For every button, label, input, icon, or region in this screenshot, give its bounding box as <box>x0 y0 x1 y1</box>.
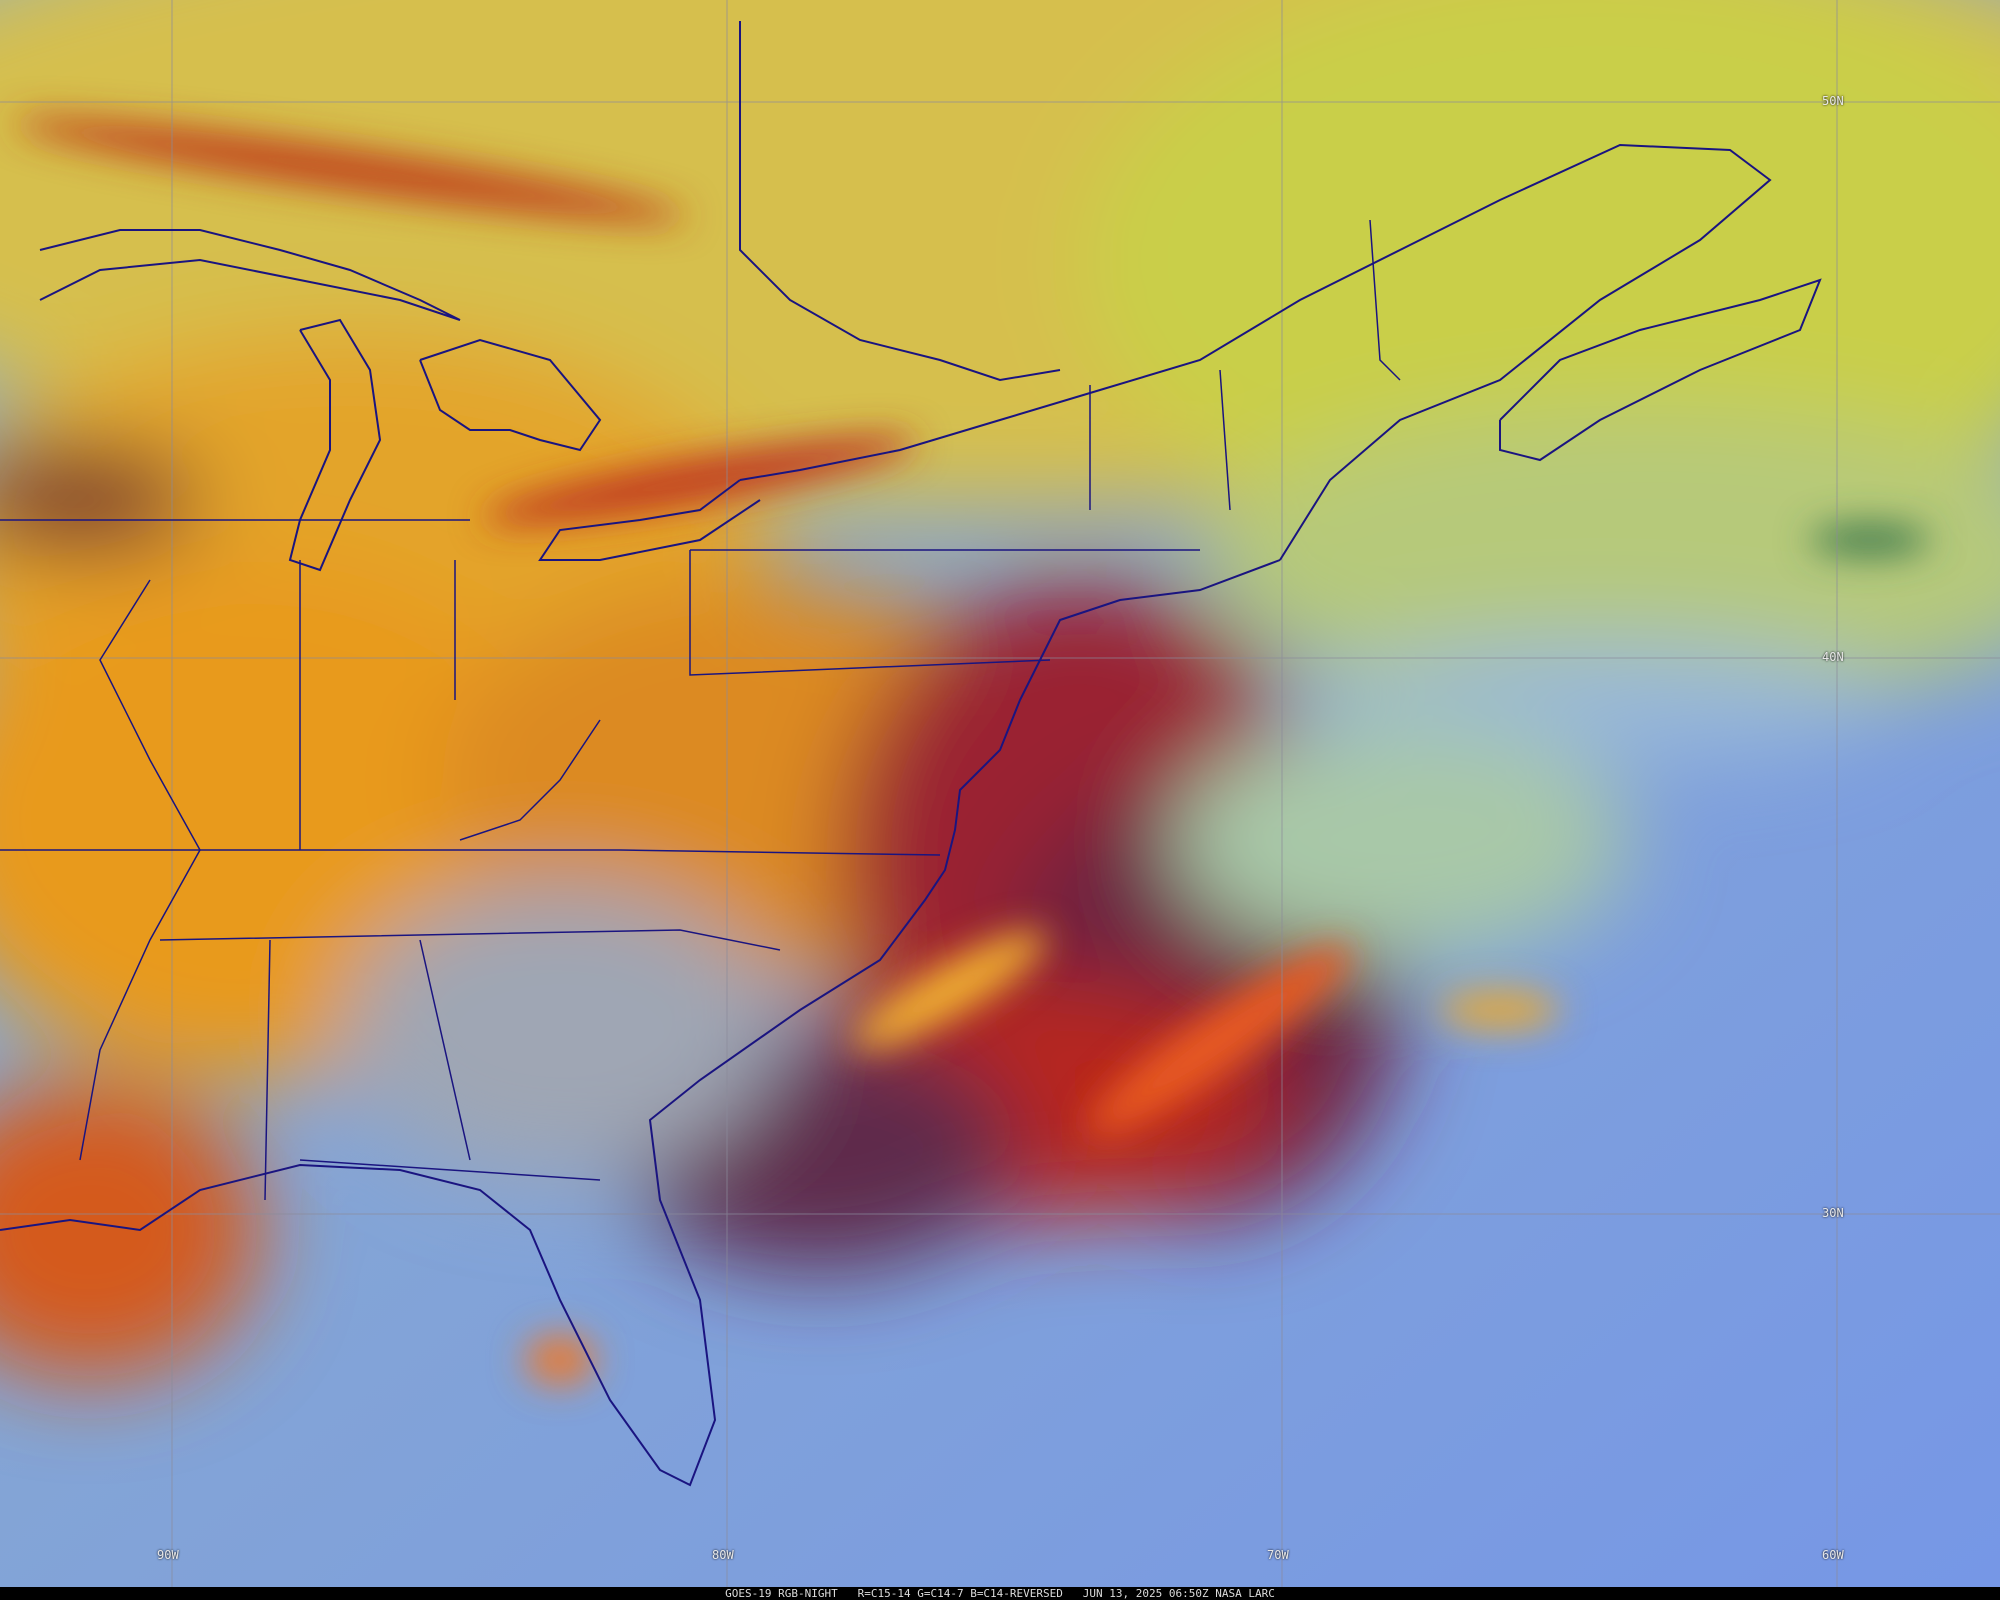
cloud-streaks <box>13 118 1930 1385</box>
latitude-label: 30N <box>1822 1206 1844 1220</box>
coastlines <box>0 21 1822 1487</box>
latitude-label: 40N <box>1822 650 1844 664</box>
longitude-label: 70W <box>1267 1548 1289 1562</box>
longitude-label: 60W <box>1822 1548 1844 1562</box>
footer-bar: GOES-19 RGB-NIGHT R=C15-14 G=C14-7 B=C14… <box>0 1587 2000 1600</box>
caption: GOES-19 RGB-NIGHT R=C15-14 G=C14-7 B=C14… <box>725 1587 1275 1600</box>
state-borders <box>0 219 1401 1201</box>
longitude-label: 90W <box>157 1548 179 1562</box>
cloud-field <box>0 0 2000 1380</box>
longitude-label: 80W <box>712 1548 734 1562</box>
latitude-label: 50N <box>1822 94 1844 108</box>
